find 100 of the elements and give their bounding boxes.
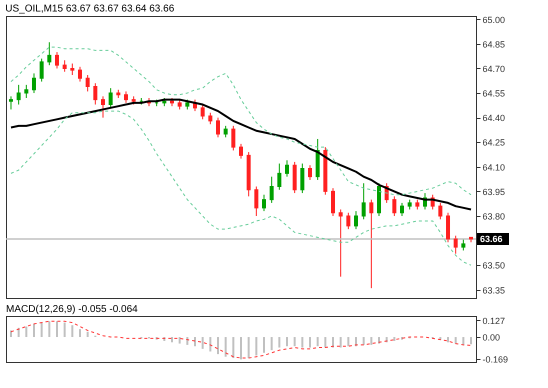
bar: [294, 337, 296, 346]
y-tick-label: 64.55: [482, 88, 506, 99]
candlestick: [454, 235, 458, 254]
y-tick-label: -0.169: [482, 354, 508, 365]
bar: [447, 337, 450, 342]
bar: [194, 337, 196, 346]
candlestick: [400, 202, 404, 217]
bar: [202, 337, 204, 349]
y-tick-label: 64.40: [482, 113, 506, 124]
y-tick-label: 63.35: [482, 285, 506, 296]
bar: [301, 337, 304, 348]
candlestick: [285, 160, 290, 178]
bar: [316, 337, 319, 346]
bar: [178, 337, 181, 344]
candlestick: [461, 238, 466, 251]
bar: [286, 337, 288, 346]
y-tick-label: 64.10: [482, 162, 506, 172]
bar: [270, 337, 273, 350]
y-tick-label: 65.00: [482, 14, 506, 25]
bar: [71, 325, 74, 338]
candlestick: [54, 52, 59, 69]
bar: [309, 337, 312, 348]
y-tick-label: 0.127: [482, 316, 506, 326]
bar: [462, 337, 464, 345]
bar: [248, 337, 250, 358]
candlestick: [124, 90, 128, 104]
ref-line-label: 63.66: [480, 234, 503, 244]
candlestick: [224, 125, 228, 138]
bar: [64, 322, 66, 338]
candlestick: [277, 163, 282, 190]
bar: [209, 337, 212, 352]
candlestick: [108, 88, 113, 108]
bar: [25, 326, 28, 338]
candlestick: [354, 210, 358, 230]
candlestick: [346, 212, 350, 230]
bar: [56, 321, 58, 338]
line-series: [10, 110, 472, 266]
candlestick: [262, 194, 266, 212]
bar: [340, 337, 342, 348]
bar: [32, 324, 35, 338]
candlestick: [216, 117, 220, 138]
candlestick: [415, 199, 420, 210]
bar: [86, 332, 89, 338]
candlestick: [231, 125, 236, 151]
y-tick-label: 63.50: [482, 260, 506, 271]
y-tick-label: 63.80: [482, 212, 506, 222]
bar: [278, 337, 280, 348]
bar: [224, 337, 227, 357]
y-tick-label: 63.95: [482, 186, 506, 197]
y-tick-label: 64.85: [482, 39, 506, 50]
bar: [78, 329, 81, 338]
candlestick: [208, 112, 212, 125]
candlestick: [47, 42, 52, 66]
candlestick: [86, 74, 90, 92]
y-tick-label: 64.70: [482, 64, 506, 74]
bar: [263, 337, 265, 353]
candlestick: [408, 199, 412, 210]
candlestick: [270, 176, 274, 204]
candlestick: [369, 199, 374, 289]
candlestick: [239, 143, 243, 160]
candlestick: [338, 208, 343, 278]
bar: [347, 337, 350, 346]
candlestick: [300, 163, 304, 194]
line-series: [10, 98, 472, 210]
bar: [217, 337, 219, 354]
candlestick: [178, 99, 182, 110]
candlestick: [24, 84, 28, 98]
bar: [332, 337, 334, 348]
bar: [40, 322, 43, 338]
candlestick: [308, 164, 312, 180]
bar: [362, 337, 365, 345]
bar: [240, 337, 242, 360]
candlestick: [362, 182, 366, 220]
candlestick: [392, 196, 396, 217]
candlestick: [438, 202, 442, 220]
bar: [170, 337, 173, 342]
bar: [48, 321, 50, 338]
candlestick: [200, 104, 205, 120]
y-tick-label: 64.25: [482, 138, 506, 148]
candlestick: [32, 72, 36, 94]
chart-title: US_OIL,M15 63.67 63.67 63.64 63.66: [5, 3, 175, 14]
bar: [454, 337, 457, 344]
candlestick: [446, 212, 450, 243]
y-tick-label: 0.00: [482, 332, 500, 343]
candlestick: [331, 188, 336, 217]
bar: [470, 337, 472, 344]
candlestick: [78, 66, 82, 82]
bar: [370, 337, 372, 345]
chart-title: MACD(12,26,9) -0.055 -0.064: [6, 304, 138, 315]
candlestick: [70, 63, 74, 76]
candlestick: [16, 84, 21, 106]
bar: [324, 337, 326, 348]
bar: [232, 337, 234, 358]
candlestick: [8, 96, 13, 110]
candlestick: [254, 186, 258, 217]
line-series: [10, 320, 472, 359]
candlestick: [93, 82, 98, 106]
bar: [393, 337, 396, 341]
candlestick: [100, 96, 105, 118]
candlestick: [40, 58, 44, 82]
